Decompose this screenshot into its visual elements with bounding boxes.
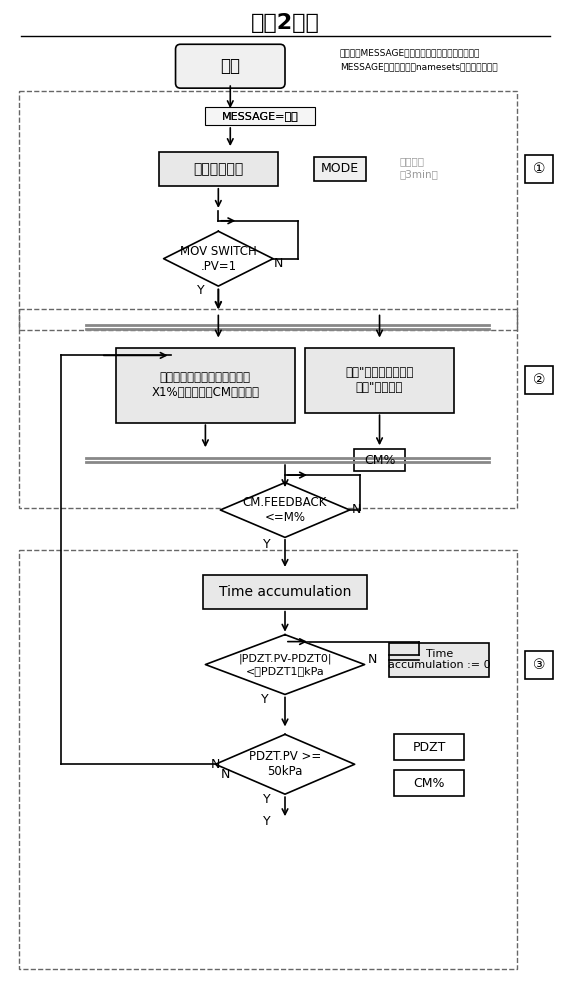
Text: Time accumulation: Time accumulation: [219, 585, 351, 599]
Text: 超时报警: 超时报警: [400, 156, 424, 166]
Text: 启动: 启动: [220, 57, 240, 75]
Text: MESSAGE=启动: MESSAGE=启动: [222, 111, 299, 121]
Text: Y: Y: [196, 284, 204, 297]
FancyBboxPatch shape: [159, 152, 278, 186]
Text: N: N: [220, 768, 230, 781]
Text: N: N: [352, 503, 361, 516]
Text: PDZT.PV >=
50kPa: PDZT.PV >= 50kPa: [249, 750, 321, 778]
Text: 模式状态切换: 模式状态切换: [193, 162, 243, 176]
FancyBboxPatch shape: [314, 157, 365, 181]
Bar: [19, 309, 517, 508]
Text: MODE: MODE: [321, 162, 359, 175]
FancyBboxPatch shape: [525, 366, 553, 394]
Text: MESSAGE，参数类型：namesets（启动，停止）: MESSAGE，参数类型：namesets（启动，停止）: [340, 63, 497, 72]
FancyBboxPatch shape: [525, 155, 553, 183]
Text: CM%: CM%: [413, 777, 445, 790]
FancyBboxPatch shape: [206, 107, 315, 125]
Polygon shape: [206, 635, 365, 694]
FancyBboxPatch shape: [175, 44, 285, 88]
FancyBboxPatch shape: [395, 734, 464, 760]
FancyBboxPatch shape: [353, 449, 405, 471]
Text: N: N: [368, 653, 377, 666]
Text: Time
accumulation := 0: Time accumulation := 0: [388, 649, 490, 670]
Text: Y: Y: [263, 538, 271, 551]
Text: ①: ①: [533, 162, 545, 176]
FancyBboxPatch shape: [389, 643, 489, 677]
FancyBboxPatch shape: [116, 348, 295, 423]
Text: CM.FEEDBACK
<=M%: CM.FEEDBACK <=M%: [243, 496, 327, 524]
Text: 启动"裂解气大阀焦粒
卡涩"保护逻辑: 启动"裂解气大阀焦粒 卡涩"保护逻辑: [345, 366, 414, 394]
Text: MOV SWITCH
.PV=1: MOV SWITCH .PV=1: [180, 245, 257, 273]
Bar: [19, 550, 517, 969]
Text: Y: Y: [263, 815, 271, 828]
Polygon shape: [164, 231, 273, 286]
Text: N: N: [274, 257, 283, 270]
FancyBboxPatch shape: [395, 770, 464, 796]
Text: ③: ③: [533, 658, 545, 672]
FancyBboxPatch shape: [305, 348, 454, 413]
Text: 模式2状态: 模式2状态: [251, 13, 319, 33]
Text: Y: Y: [262, 693, 269, 706]
Polygon shape: [215, 734, 355, 794]
Text: （3min）: （3min）: [400, 169, 439, 179]
Text: N: N: [211, 758, 220, 771]
FancyBboxPatch shape: [203, 575, 367, 609]
Text: 读取裂解气大阀当前阀门位置
X1%，发出关闭CM阀位命令: 读取裂解气大阀当前阀门位置 X1%，发出关闭CM阀位命令: [151, 371, 259, 399]
Text: Y: Y: [263, 793, 271, 806]
FancyBboxPatch shape: [525, 651, 553, 679]
Bar: [19, 91, 517, 330]
Text: 建立参数MESSAGE，选择顺控序列（默认为停止）: 建立参数MESSAGE，选择顺控序列（默认为停止）: [340, 49, 480, 58]
Text: MESSAGE=启动: MESSAGE=启动: [222, 111, 299, 121]
Text: PDZT: PDZT: [413, 741, 446, 754]
Polygon shape: [220, 483, 349, 537]
Text: CM%: CM%: [364, 454, 395, 467]
Text: ②: ②: [533, 373, 545, 387]
Text: |PDZT.PV-PDZT0|
<（PDZT1）kPa: |PDZT.PV-PDZT0| <（PDZT1）kPa: [238, 653, 332, 676]
